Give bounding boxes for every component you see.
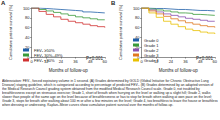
svg-text:80: 80 — [25, 15, 30, 20]
svg-text:Cumulative patient survival (%: Cumulative patient survival (%) — [8, 4, 13, 60]
svg-text:P<0.001: P<0.001 — [86, 56, 103, 61]
svg-text:P<0.001: P<0.001 — [196, 56, 213, 61]
html-text:Abbreviation: FEV₁, forced exp: Abbreviation: FEV₁, forced expiratory vo… — [2, 79, 218, 107]
svg-text:Grade 2: Grade 2 — [144, 47, 159, 53]
svg-text:100: 100 — [23, 6, 30, 11]
svg-text:Grade 0: Grade 0 — [144, 37, 159, 43]
svg-text:0: 0 — [30, 59, 33, 64]
svg-text:Cumulative patient survival (%: Cumulative patient survival (%) — [118, 4, 123, 60]
svg-text:100: 100 — [133, 6, 140, 11]
svg-text:B: B — [111, 0, 116, 6]
svg-text:FEV₁ 30%–49%: FEV₁ 30%–49% — [34, 52, 63, 58]
svg-text:Grade 3: Grade 3 — [144, 52, 159, 58]
svg-text:FEV₁ <30%: FEV₁ <30% — [34, 58, 55, 63]
svg-text:24: 24 — [59, 59, 64, 64]
svg-text:A: A — [1, 0, 6, 6]
svg-text:0: 0 — [140, 59, 143, 64]
svg-text:24: 24 — [169, 59, 174, 64]
svg-text:36: 36 — [73, 59, 78, 64]
svg-text:20: 20 — [25, 44, 30, 50]
svg-text:60: 60 — [25, 25, 30, 30]
svg-text:FEV₁ ≥50%: FEV₁ ≥50% — [34, 47, 55, 53]
svg-text:60: 60 — [135, 25, 140, 30]
svg-text:Grade 1: Grade 1 — [144, 42, 159, 48]
svg-text:60: 60 — [213, 59, 218, 64]
svg-text:36: 36 — [183, 59, 188, 64]
svg-text:Months of follow-up: Months of follow-up — [49, 68, 89, 73]
svg-text:60: 60 — [103, 59, 108, 64]
svg-text:48: 48 — [88, 59, 93, 64]
svg-text:48: 48 — [198, 59, 203, 64]
svg-text:80: 80 — [135, 15, 140, 20]
svg-text:40: 40 — [25, 35, 30, 40]
svg-text:40: 40 — [135, 35, 140, 40]
svg-text:Grade 4: Grade 4 — [144, 58, 159, 63]
svg-text:Months of follow-up: Months of follow-up — [159, 68, 199, 73]
